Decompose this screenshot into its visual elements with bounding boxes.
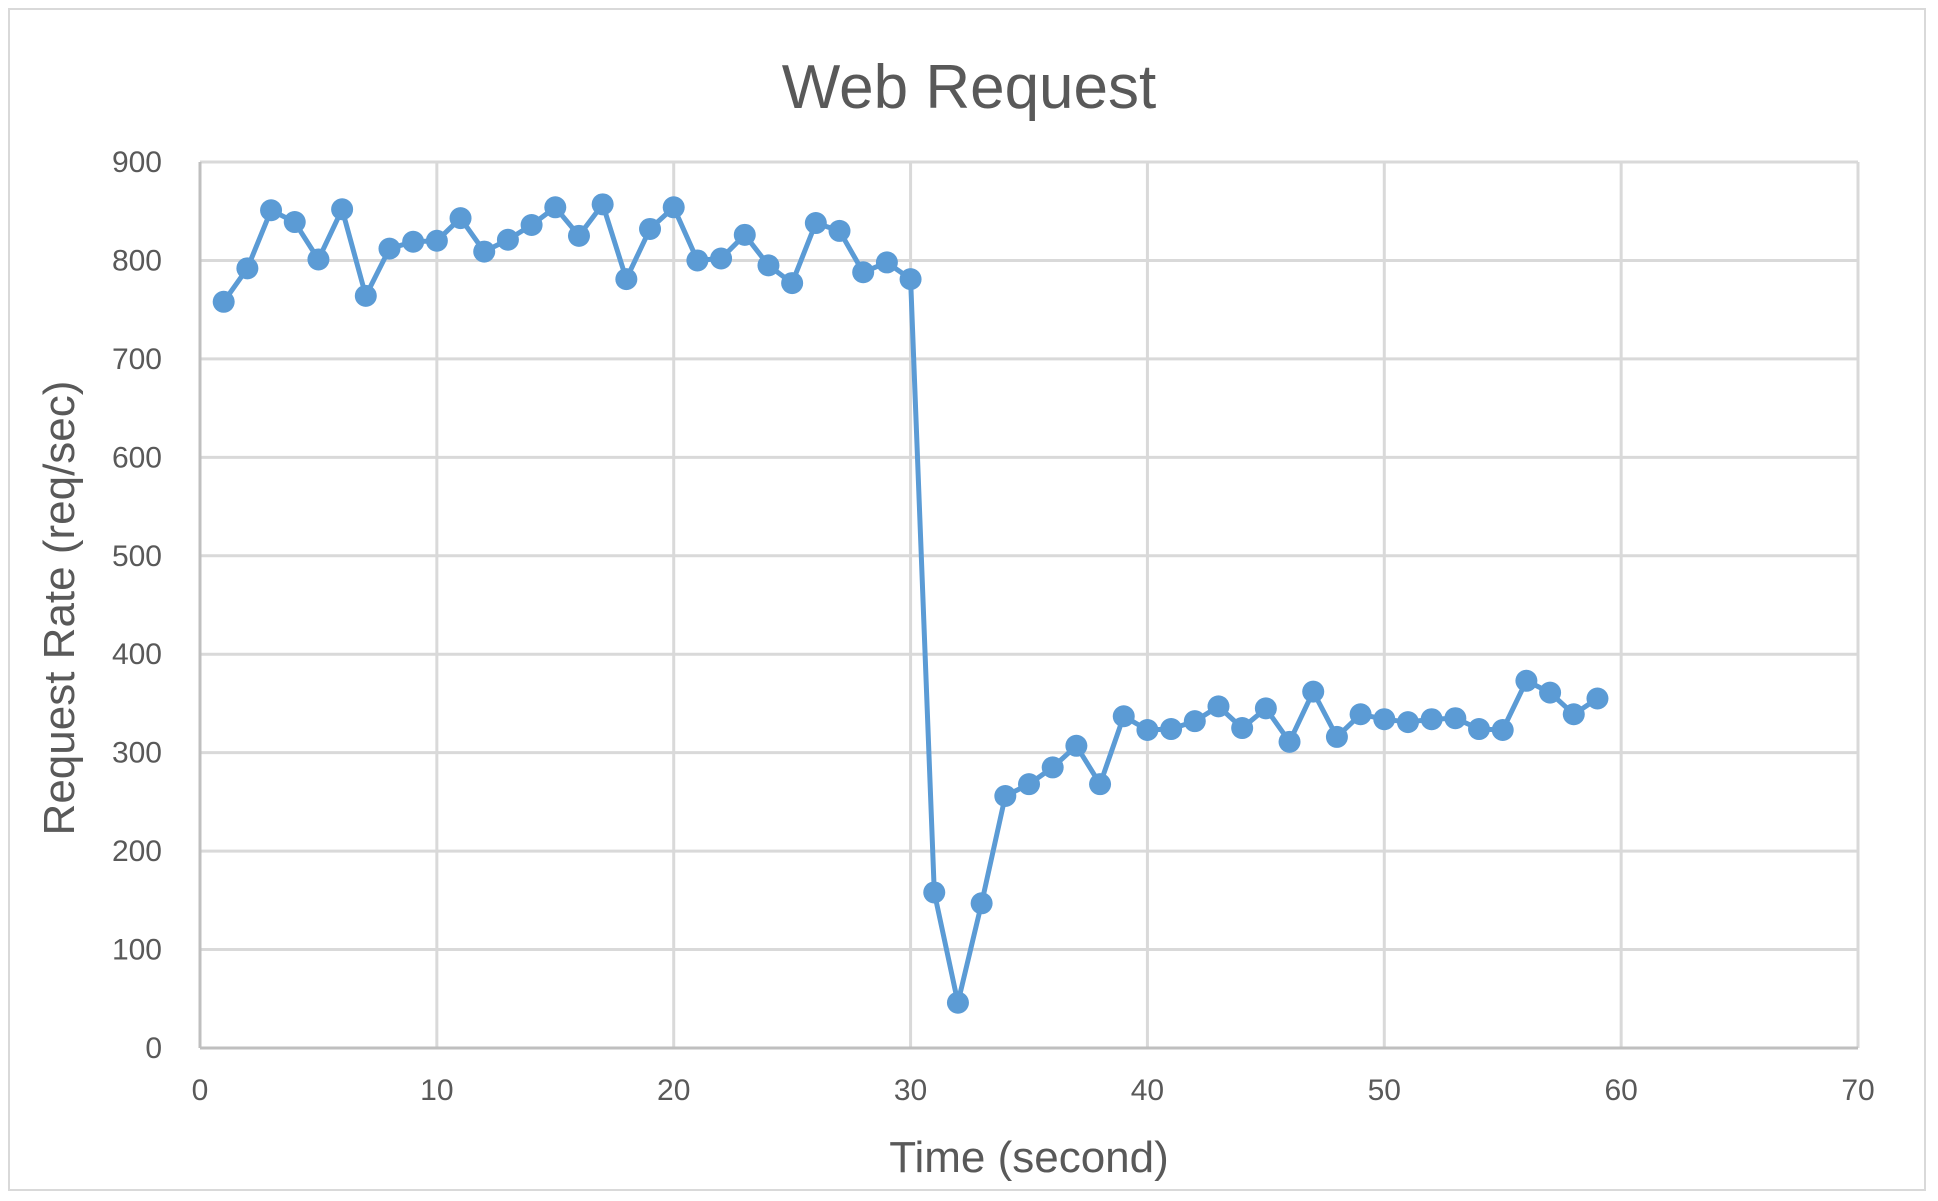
data-point [946, 991, 969, 1014]
data-point [567, 224, 590, 247]
data-point [1302, 680, 1325, 703]
y-tick-label: 800 [112, 244, 162, 277]
data-point [804, 212, 827, 235]
data-point [1018, 773, 1040, 796]
data-point [757, 254, 780, 277]
data-point [449, 207, 472, 230]
data-point [1183, 710, 1206, 733]
data-point [1349, 703, 1372, 726]
data-point [1562, 703, 1585, 726]
chart-title: Web Request [782, 53, 1157, 122]
data-point [1468, 718, 1491, 741]
y-tick-labels: 0 100 200 300 400 500 600 700 800 900 [112, 146, 162, 1065]
data-point [1231, 717, 1254, 740]
data-point [875, 251, 898, 274]
x-tick-label: 70 [1841, 1074, 1874, 1107]
y-tick-label: 600 [112, 441, 162, 474]
data-point [496, 228, 519, 251]
data-point [544, 196, 567, 219]
data-point [1586, 687, 1609, 710]
data-point [1373, 708, 1396, 731]
data-point [212, 290, 235, 313]
x-tick-labels: 0 10 20 30 40 50 60 70 [192, 1074, 1875, 1107]
data-point [923, 881, 946, 904]
data-point [425, 229, 448, 252]
data-point [994, 784, 1017, 807]
grid-lines [200, 160, 1860, 1048]
data-point [236, 257, 259, 280]
data-point [378, 237, 401, 260]
data-point [899, 268, 922, 291]
data-point [1491, 719, 1514, 742]
data-point [852, 261, 875, 284]
x-tick-label: 20 [657, 1074, 690, 1107]
data-point [1444, 707, 1467, 730]
data-point [1089, 773, 1112, 796]
axes [198, 162, 1858, 1050]
data-point [307, 248, 330, 271]
data-point [354, 284, 377, 307]
data-point [1160, 718, 1183, 741]
data-point [1325, 725, 1348, 748]
data-point [1420, 708, 1443, 731]
x-tick-label: 40 [1131, 1074, 1164, 1107]
data-point [331, 198, 354, 221]
data-point [1041, 756, 1064, 779]
data-point [828, 219, 851, 242]
y-tick-label: 200 [112, 835, 162, 868]
x-tick-label: 30 [894, 1074, 927, 1107]
data-point [970, 892, 993, 915]
data-point [520, 214, 543, 237]
y-tick-label: 400 [112, 638, 162, 671]
y-axis-title: Request Rate (req/sec) [35, 381, 84, 836]
data-point [1254, 697, 1277, 720]
data-point [1136, 719, 1159, 742]
y-tick-label: 100 [112, 934, 162, 967]
x-axis-title: Time (second) [889, 1133, 1169, 1182]
y-tick-label: 700 [112, 343, 162, 376]
x-tick-label: 10 [420, 1074, 453, 1107]
data-point [1112, 705, 1135, 728]
y-tick-label: 0 [145, 1032, 162, 1065]
data-point [283, 211, 306, 234]
data-point [1515, 669, 1538, 692]
data-point [639, 217, 662, 240]
data-point [733, 223, 756, 246]
data-point [1278, 730, 1301, 753]
x-tick-label: 50 [1368, 1074, 1401, 1107]
data-point [1065, 734, 1088, 757]
y-tick-label: 900 [112, 146, 162, 179]
data-point [1207, 695, 1230, 718]
y-tick-label: 500 [112, 540, 162, 573]
y-tick-label: 300 [112, 737, 162, 770]
data-point [662, 196, 685, 219]
data-point [260, 199, 283, 222]
data-point [615, 268, 638, 291]
series-request-rate [212, 193, 1609, 1014]
chart-frame [8, 8, 1926, 1191]
data-point [1396, 711, 1419, 734]
data-point [402, 230, 425, 253]
x-tick-label: 0 [192, 1074, 209, 1107]
data-point [686, 249, 709, 272]
data-point [591, 193, 614, 216]
data-point [781, 272, 804, 295]
data-point [710, 247, 733, 270]
x-tick-label: 60 [1604, 1074, 1637, 1107]
data-point [473, 240, 496, 263]
data-point [1539, 681, 1562, 704]
